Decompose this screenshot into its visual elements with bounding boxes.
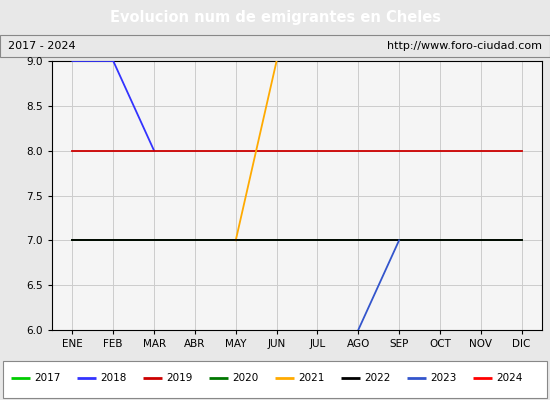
Text: 2023: 2023 xyxy=(431,373,457,383)
Text: 2019: 2019 xyxy=(167,373,193,383)
Text: 2021: 2021 xyxy=(299,373,325,383)
Text: 2022: 2022 xyxy=(365,373,391,383)
Text: Evolucion num de emigrantes en Cheles: Evolucion num de emigrantes en Cheles xyxy=(109,10,441,25)
Text: 2018: 2018 xyxy=(101,373,127,383)
FancyBboxPatch shape xyxy=(3,361,547,398)
Text: 2017: 2017 xyxy=(35,373,61,383)
Text: 2024: 2024 xyxy=(497,373,523,383)
Text: 2020: 2020 xyxy=(233,373,259,383)
Text: 2017 - 2024: 2017 - 2024 xyxy=(8,41,76,51)
Text: http://www.foro-ciudad.com: http://www.foro-ciudad.com xyxy=(387,41,542,51)
